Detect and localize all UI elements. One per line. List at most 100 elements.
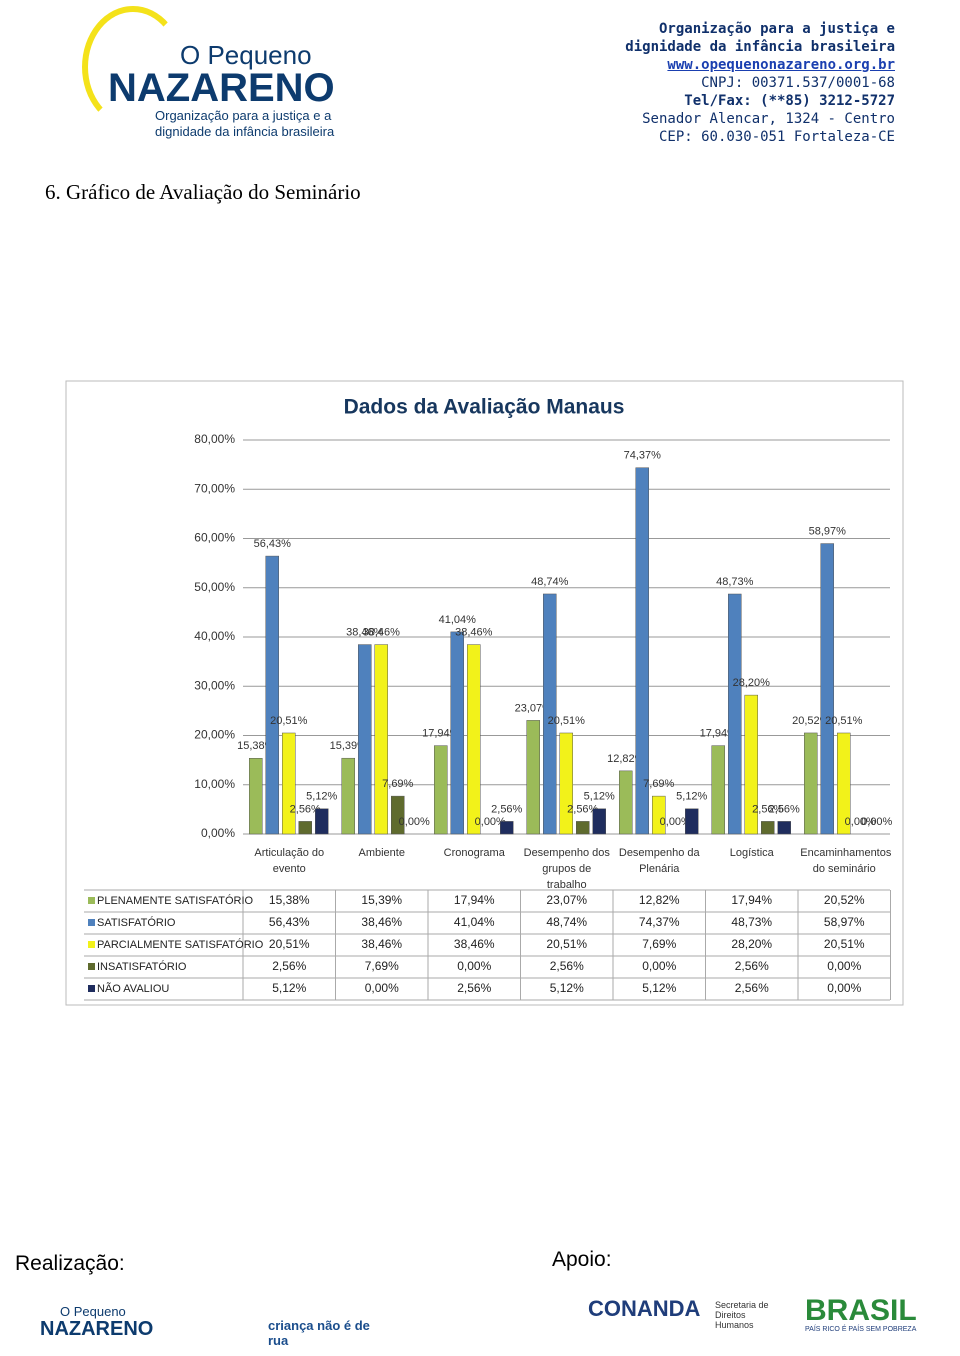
bar	[592, 808, 606, 835]
footer-logo: criança não é de rua	[268, 1318, 370, 1348]
bar	[500, 821, 514, 835]
data-label: 20,52%	[792, 715, 830, 727]
table-cell: 48,73%	[731, 915, 772, 929]
data-label: 58,97%	[809, 525, 847, 537]
contact-line: Senador Alencar, 1324 - Centro	[642, 111, 895, 127]
legend-swatch	[88, 919, 95, 926]
table-cell: 0,00%	[642, 959, 676, 973]
contact-line: dignidade da infância brasileira	[625, 39, 895, 55]
data-label: 0,00%	[660, 816, 691, 828]
table-cell: 15,39%	[361, 893, 402, 907]
legend-label: SATISFATÓRIO	[97, 916, 176, 929]
bar	[467, 644, 481, 835]
table-cell: 2,56%	[272, 959, 306, 973]
bar	[298, 821, 312, 835]
data-label: 23,07%	[515, 702, 553, 714]
table-cell: 0,00%	[827, 959, 861, 973]
table-cell: 7,69%	[365, 959, 399, 973]
data-label: 2,56%	[567, 803, 598, 815]
logo-tagline: Organização para a justiça e a dignidade…	[155, 108, 335, 139]
data-label: 15,39%	[330, 740, 368, 752]
y-tick-label: 60,00%	[194, 531, 235, 545]
y-tick-label: 50,00%	[194, 580, 235, 594]
footer-logo: NAZARENO	[40, 1318, 154, 1340]
data-label: 20,51%	[825, 715, 863, 727]
data-label: 17,94%	[700, 728, 738, 740]
data-label: 5,12%	[584, 791, 615, 803]
contact-line: CNPJ: 00371.537/0001-68	[701, 75, 895, 91]
data-label: 28,20%	[733, 677, 771, 689]
bar	[559, 732, 573, 835]
footer-logo: O Pequeno	[60, 1304, 126, 1319]
bar	[685, 808, 699, 835]
bar	[315, 808, 329, 835]
footer-logo: Secretaria de Direitos Humanos	[715, 1300, 769, 1330]
footer-logo: BRASIL	[805, 1294, 917, 1327]
table-cell: 5,12%	[272, 981, 306, 995]
x-tick-label: Logística	[729, 847, 774, 859]
legend-label: PARCIALMENTE SATISFATÓRIO	[97, 938, 264, 951]
bar	[358, 644, 372, 835]
logo-big: NAZARENO	[108, 66, 335, 110]
data-label: 0,00%	[861, 816, 892, 828]
contact-link[interactable]: www.opequenonazareno.org.br	[667, 57, 895, 73]
bar	[282, 732, 296, 835]
table-cell: 20,52%	[824, 893, 865, 907]
bar	[450, 631, 464, 835]
x-tick-label: Ambiente	[358, 847, 405, 859]
data-label: 2,56%	[491, 803, 522, 815]
table-cell: 0,00%	[827, 981, 861, 995]
table-cell: 20,51%	[269, 937, 310, 951]
data-label: 38,46%	[346, 626, 384, 638]
bar	[576, 821, 590, 835]
bar	[434, 745, 448, 835]
contact-line: Organização para a justiça e	[658, 21, 895, 37]
y-tick-label: 70,00%	[194, 481, 235, 495]
data-label: 15,38%	[237, 740, 275, 752]
table-cell: 2,56%	[457, 981, 491, 995]
data-label: 48,73%	[716, 576, 754, 588]
chart-frame	[65, 380, 904, 1006]
legend-label: NÃO AVALIOU	[97, 982, 169, 995]
chart-title: Dados da Avaliação Manaus	[344, 396, 625, 419]
table-cell: 20,51%	[824, 937, 865, 951]
x-tick-label: Desempenho da Plenária	[618, 847, 700, 875]
table-cell: 15,38%	[269, 893, 310, 907]
footer-logo: CONANDA	[588, 1296, 701, 1321]
table-cell: 17,94%	[454, 893, 495, 907]
y-tick-label: 10,00%	[194, 777, 235, 791]
table-cell: 2,56%	[735, 981, 769, 995]
bar	[543, 593, 557, 835]
data-label: 12,82%	[607, 753, 645, 765]
table-cell: 56,43%	[269, 915, 310, 929]
x-tick-label: Articulação do evento	[254, 847, 325, 875]
data-label: 7,69%	[643, 778, 674, 790]
x-tick-label: Encaminhamentos do seminário	[800, 847, 892, 875]
x-tick-label: Desempenho dos grupos de trabalho	[523, 847, 610, 891]
data-label: 17,94%	[422, 728, 460, 740]
logo-arc	[82, 6, 184, 128]
legend-swatch	[88, 963, 95, 970]
footer-logo: PAÍS RICO É PAÍS SEM POBREZA	[805, 1326, 917, 1333]
bar	[804, 732, 818, 835]
table-cell: 28,20%	[731, 937, 772, 951]
table-cell: 74,37%	[639, 915, 680, 929]
bar	[391, 795, 405, 835]
legend-label: PLENAMENTE SATISFATÓRIO	[97, 894, 254, 907]
y-tick-label: 80,00%	[194, 432, 235, 446]
bar	[526, 720, 540, 835]
contact: Organização para a justiça e dignidade d…	[625, 20, 895, 146]
logo-small: O Pequeno	[180, 40, 312, 70]
contact-line: Tel/Fax: (**85) 3212-5727	[684, 93, 895, 109]
data-label: 74,37%	[624, 450, 662, 462]
data-label: 0,00%	[475, 816, 506, 828]
bar	[265, 555, 279, 835]
bar	[761, 821, 775, 835]
data-label: 20,51%	[548, 715, 586, 727]
bar	[820, 543, 834, 835]
table-cell: 38,46%	[454, 937, 495, 951]
table-cell: 58,97%	[824, 915, 865, 929]
footer-label: Realização:	[15, 1252, 125, 1275]
bar	[652, 795, 666, 835]
